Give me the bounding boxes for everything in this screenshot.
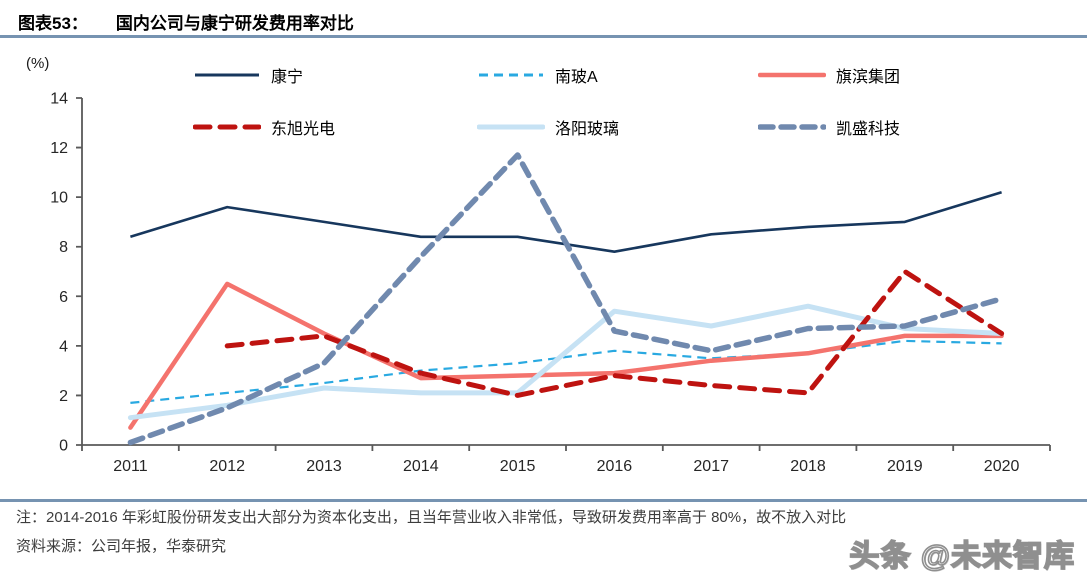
footer-divider	[0, 499, 1087, 502]
legend-line-sample	[758, 72, 826, 78]
figure-title: 国内公司与康宁研发费用率对比	[115, 14, 354, 33]
y-tick-label: 4	[59, 338, 68, 355]
x-tick-label: 2019	[887, 458, 923, 475]
y-tick-label: 14	[50, 91, 68, 108]
legend-line-sample	[195, 73, 259, 77]
legend-label: 凯盛科技	[836, 121, 901, 138]
legend-label: 旗滨集团	[836, 69, 901, 86]
x-tick-label: 2011	[113, 458, 148, 475]
series-line	[130, 339, 1002, 404]
title-divider	[0, 35, 1087, 38]
legend-item: 康宁	[193, 63, 303, 87]
y-tick-label: 10	[50, 190, 68, 207]
y-tick-label: 8	[59, 239, 68, 256]
series-line	[127, 303, 1005, 421]
chart-legend: 康宁 南玻A 旗滨集团东旭光电 洛阳玻璃 凯盛科技	[193, 63, 1073, 143]
watermark: 头条 @未来智库	[849, 539, 1075, 574]
y-tick-label: 0	[59, 438, 68, 455]
legend-item: 东旭光电	[193, 115, 335, 139]
figure-tag: 图表53：	[18, 14, 88, 33]
y-tick-label: 6	[59, 289, 68, 306]
x-tick-label: 2020	[984, 458, 1020, 475]
chart-axes	[76, 97, 1051, 451]
x-tick-label: 2015	[500, 458, 536, 475]
x-tick-label: 2018	[790, 458, 826, 475]
figure-header: 图表53： 国内公司与康宁研发费用率对比	[18, 9, 354, 34]
legend-line-sample	[193, 124, 261, 130]
x-tick-label: 2013	[306, 458, 342, 475]
x-tick-label: 2016	[597, 458, 633, 475]
y-tick-label: 2	[59, 388, 68, 405]
y-axis-unit-label: (%)	[26, 55, 50, 72]
x-tick-label: 2012	[209, 458, 245, 475]
legend-line-sample	[477, 124, 545, 130]
legend-label: 洛阳玻璃	[555, 121, 620, 138]
x-tick-label: 2014	[403, 458, 439, 475]
legend-label: 康宁	[271, 69, 304, 86]
series-line	[224, 269, 1005, 398]
figure-note: 注：2014-2016 年彩虹股份研发支出大部分为资本化支出，且当年营业收入非常…	[16, 509, 847, 526]
series-line	[128, 281, 1004, 430]
legend-line-sample	[479, 73, 543, 77]
legend-item: 洛阳玻璃	[477, 115, 619, 139]
legend-label: 南玻A	[555, 69, 598, 86]
y-tick-label: 12	[50, 140, 68, 157]
series-line	[127, 152, 1005, 446]
legend-item: 南玻A	[477, 63, 598, 87]
legend-item: 旗滨集团	[758, 63, 900, 87]
x-tick-label: 2017	[693, 458, 729, 475]
legend-item: 凯盛科技	[758, 115, 900, 139]
figure-source: 资料来源：公司年报，华泰研究	[16, 538, 227, 555]
legend-label: 东旭光电	[271, 121, 336, 138]
legend-line-sample	[758, 124, 826, 130]
